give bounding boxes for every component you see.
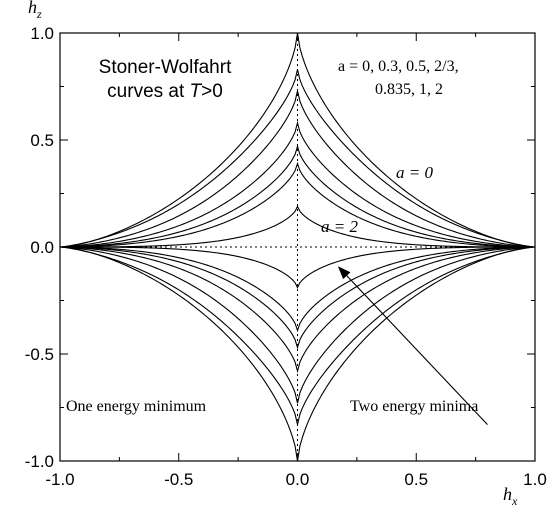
y-tick-label: -0.5: [25, 345, 54, 364]
one-minimum-label: One energy minimum: [66, 398, 207, 415]
y-tick-label: -1.0: [25, 452, 54, 471]
curve-a-0_667-upper: [59, 120, 536, 248]
x-tick-label: 0.0: [286, 470, 310, 489]
curve-a-1-lower: [60, 246, 535, 333]
a2-curve-label: a = 2: [321, 217, 358, 236]
x-tick-label: -1.0: [45, 470, 74, 489]
curve-a-0_667-lower: [59, 246, 536, 374]
y-axis-label: hz: [28, 0, 42, 21]
curve-a-0_5-lower: [59, 246, 536, 404]
a0-curve-label: a = 0: [396, 163, 433, 182]
curve-a-0_835-lower: [59, 246, 536, 350]
curve-a-2-lower: [60, 246, 535, 289]
annotation-arrow-head: [337, 266, 351, 280]
two-minima-label: Two energy minima: [350, 398, 478, 415]
y-tick-label: 0.0: [30, 238, 54, 257]
curve-a-2-upper: [60, 205, 535, 248]
a-values-line2: 0.835, 1, 2: [375, 81, 443, 98]
x-tick-label: -0.5: [164, 470, 193, 489]
y-tick-label: 1.0: [30, 24, 54, 43]
curve-a-0_3-upper: [59, 69, 536, 248]
annotation-arrow-line: [346, 275, 488, 425]
chart-title-line2: curves at T>0: [107, 81, 223, 102]
curve-a-0_5-upper: [59, 90, 536, 248]
x-axis-label: hx: [503, 484, 518, 508]
x-tick-label: 1.0: [523, 470, 547, 489]
curve-a-0_835-upper: [59, 144, 536, 248]
curve-a-1-upper: [60, 161, 535, 248]
curve-a-0_3-lower: [59, 246, 536, 425]
y-tick-label: 0.5: [30, 131, 54, 150]
chart-title-line1: Stoner-Wolfahrt: [99, 57, 232, 78]
x-tick-label: 0.5: [404, 470, 428, 489]
a-values-line1: a = 0, 0.3, 0.5, 2/3,: [338, 58, 459, 75]
